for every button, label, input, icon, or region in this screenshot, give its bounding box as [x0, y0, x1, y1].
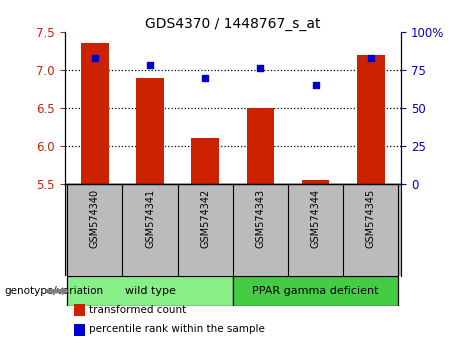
Title: GDS4370 / 1448767_s_at: GDS4370 / 1448767_s_at [145, 17, 320, 31]
Point [312, 82, 319, 88]
Bar [67, 276, 233, 306]
Bar [247, 108, 274, 184]
Point [257, 65, 264, 71]
Point [91, 55, 99, 61]
Bar [302, 180, 329, 184]
Text: GSM574340: GSM574340 [90, 189, 100, 248]
Point [146, 63, 154, 68]
Bar [357, 55, 384, 184]
Text: percentile rank within the sample: percentile rank within the sample [89, 324, 265, 334]
Text: wild type: wild type [124, 286, 176, 296]
Bar [136, 78, 164, 184]
Text: GSM574342: GSM574342 [200, 189, 210, 248]
Text: GSM574345: GSM574345 [366, 189, 376, 248]
Point [367, 55, 374, 61]
Text: GSM574344: GSM574344 [311, 189, 320, 248]
Text: PPAR gamma deficient: PPAR gamma deficient [252, 286, 379, 296]
Text: GSM574343: GSM574343 [255, 189, 266, 248]
Bar [233, 276, 398, 306]
Bar [191, 138, 219, 184]
Point [201, 75, 209, 80]
Text: transformed count: transformed count [89, 305, 186, 315]
Bar [81, 43, 109, 184]
Text: genotype/variation: genotype/variation [5, 286, 104, 296]
Text: GSM574341: GSM574341 [145, 189, 155, 248]
